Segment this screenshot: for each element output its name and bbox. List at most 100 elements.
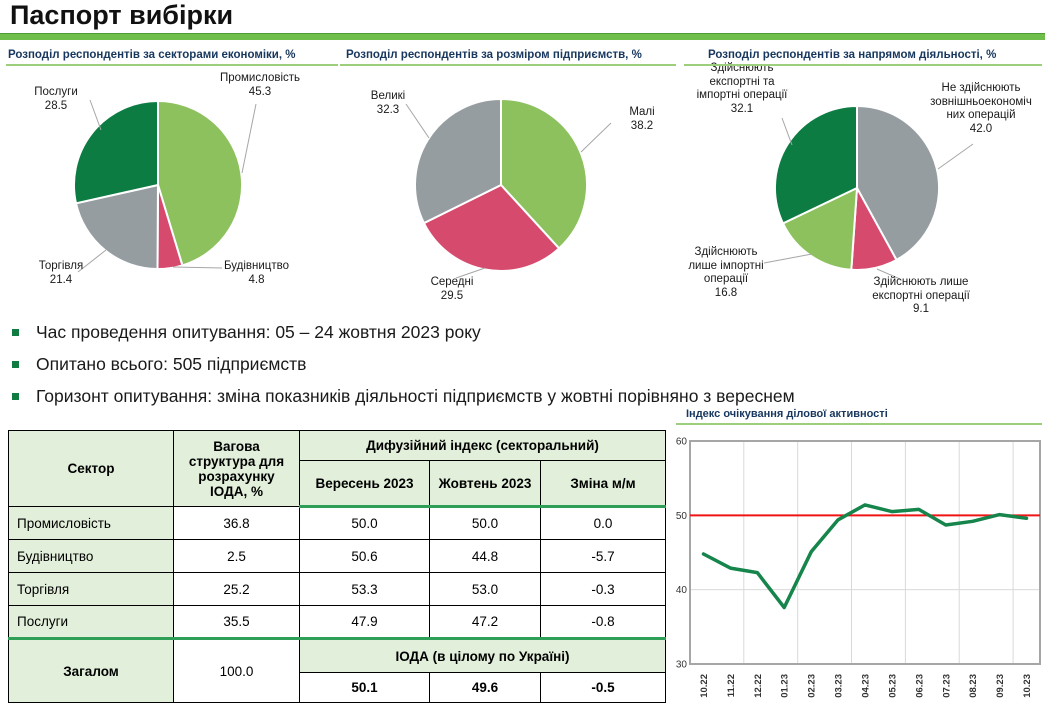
pie-label-text: Промисловість	[219, 72, 301, 84]
pie-label: Здійснюють лише імпортні операції 16.8	[684, 246, 768, 300]
leader-line	[77, 249, 107, 273]
pie-slice	[157, 99, 244, 267]
pie-label-value: 29.5	[440, 289, 464, 302]
table-header-row: Сектор Вагова структура для розрахунку І…	[8, 430, 666, 507]
pie-label: Не здійснюють зовнішньоекономічних опера…	[928, 82, 1034, 136]
table-cell: 36.8	[173, 506, 300, 540]
table-cell: 2.5	[173, 539, 300, 573]
leader-line	[241, 103, 257, 174]
pie-label: Промисловість 45.3	[204, 72, 316, 99]
pie-label-text: Здійснюють лише експортні операції	[872, 276, 970, 302]
pie-label-value: 21.4	[49, 273, 73, 286]
x-axis-label: 07.23	[941, 674, 952, 698]
table-row: Будівництво 2.5 50.6 44.8 -5.7	[8, 539, 666, 573]
y-axis-label: 50	[676, 511, 687, 522]
table-cell: -0.5	[540, 672, 666, 703]
table-cell: 50.6	[299, 539, 430, 573]
table-row: Послуги 35.5 47.9 47.2 -0.8	[8, 605, 666, 639]
table-header-cell: Вересень 2023	[299, 460, 430, 508]
table-cell: Промисловість	[8, 506, 174, 540]
bullet-square-icon	[12, 361, 19, 368]
table-cell: 50.0	[299, 506, 430, 540]
pie-label-value: 4.8	[248, 273, 265, 286]
x-axis-label: 10.23	[1022, 674, 1033, 698]
line-chart-svg: 60 50 40 30 10.22 11.22 12.22 01.23 02.23 03.23 04…	[676, 437, 1041, 698]
x-axis-label: 12.22	[753, 674, 764, 698]
x-axis-label: 09.23	[995, 674, 1006, 698]
bullet-text: Опитано всього: 505 підприємств	[36, 354, 307, 374]
leader-line	[580, 122, 612, 153]
table-subheader-row: Вересень 2023 Жовтень 2023 Зміна м/м	[9, 460, 666, 508]
pie-label-value: 45.3	[248, 85, 272, 98]
pie-label: Послуги 28.5	[16, 86, 96, 113]
pie-label-text: Не здійснюють зовнішньоекономічних опера…	[930, 82, 1032, 121]
pie-chart-activity	[763, 104, 974, 280]
line-chart-panel: Індекс очікування ділової активності 60 5…	[676, 406, 1045, 706]
bullet-text: Час проведення опитування: 05 – 24 жовтн…	[36, 322, 481, 342]
table-cell: Будівництво	[8, 539, 174, 573]
pie-panel-activity: Розподіл респондентів за напрямом діяльн…	[684, 46, 1042, 322]
leader-line	[876, 268, 901, 280]
leader-line	[763, 253, 813, 264]
list-item: Час проведення опитування: 05 – 24 жовтн…	[10, 321, 1020, 344]
x-axis-label: 08.23	[968, 674, 979, 698]
pie-label-value: 16.8	[714, 286, 738, 299]
pie-label: Здійснюють лише експортні операції 9.1	[856, 276, 986, 317]
pie-chart-sectors	[73, 99, 257, 273]
leader-line	[937, 143, 974, 170]
leader-line	[172, 266, 223, 269]
title-accent-bar	[0, 33, 1045, 40]
x-axis-label: 06.23	[914, 674, 925, 698]
pie-label: Торгівля 21.4	[16, 260, 106, 287]
chart-title-index: Індекс очікування ділової активності	[676, 406, 1042, 425]
table-header-cell: Сектор	[8, 430, 174, 507]
pie-label-value: 32.1	[730, 102, 754, 115]
table-cell: -5.7	[540, 539, 666, 573]
pie-slice	[781, 186, 859, 271]
table-cell: 25.2	[173, 572, 300, 606]
pie-slice	[773, 104, 858, 225]
pie-slice	[856, 104, 941, 262]
leader-line	[781, 117, 793, 146]
table-total-values-row: 50.1 49.6 -0.5	[9, 672, 666, 703]
table-header-cell: Зміна м/м	[540, 460, 666, 508]
pie-label-value: 42.0	[969, 122, 993, 135]
table-cell: 44.8	[429, 539, 541, 573]
pie-label-value: 28.5	[44, 99, 68, 112]
table-cell: Послуги	[8, 605, 174, 639]
table-cell: -0.8	[540, 605, 666, 639]
pie-panel-size: Розподіл респондентів за розміром підпри…	[340, 46, 676, 322]
pie-label: Середні 29.5	[408, 276, 496, 303]
table-cell: 100.0	[173, 637, 300, 703]
leader-line	[89, 99, 102, 131]
pie-label-text: Здійснюють лише імпортні операції	[688, 246, 764, 285]
table-cell: 50.1	[299, 672, 430, 703]
pie-label: Здійснюють експортні та імпортні операці…	[689, 62, 795, 116]
pie-label-value: 38.2	[630, 119, 654, 132]
table-header-cell: Вагова структура для розрахунку ІОДА, %	[173, 430, 300, 507]
pie-label: Малі 38.2	[612, 106, 672, 133]
table-cell: Загалом	[8, 637, 174, 703]
leader-line	[455, 267, 486, 279]
y-axis-label: 30	[676, 660, 687, 671]
table-cell: Торгівля	[8, 572, 174, 606]
pie-label: Будівництво 4.8	[199, 260, 314, 287]
index-line-series	[701, 503, 1029, 610]
pie-label-text: Торгівля	[38, 260, 84, 272]
bullet-text: Горизонт опитування: зміна показників ді…	[36, 386, 795, 406]
leader-line	[405, 103, 430, 139]
table-row: Торгівля 25.2 53.3 53.0 -0.3	[8, 572, 666, 606]
chart-title-activity: Розподіл респондентів за напрямом діяльн…	[684, 46, 1042, 66]
table-cell: ІОДА (в цілому по Україні)	[299, 637, 666, 673]
x-axis-label: 05.23	[887, 674, 898, 698]
table-cell: 49.6	[429, 672, 541, 703]
plot-area	[690, 441, 1040, 664]
pie-label-text: Послуги	[34, 86, 78, 98]
table-header-cell: Дифузійний індекс (секторальний)	[299, 430, 666, 461]
pie-label: Великі 32.3	[348, 90, 428, 117]
pie-slice	[73, 99, 159, 205]
table-header-cell: Жовтень 2023	[429, 460, 541, 508]
pie-label-value: 9.1	[913, 303, 929, 315]
table-cell: 47.2	[429, 605, 541, 639]
